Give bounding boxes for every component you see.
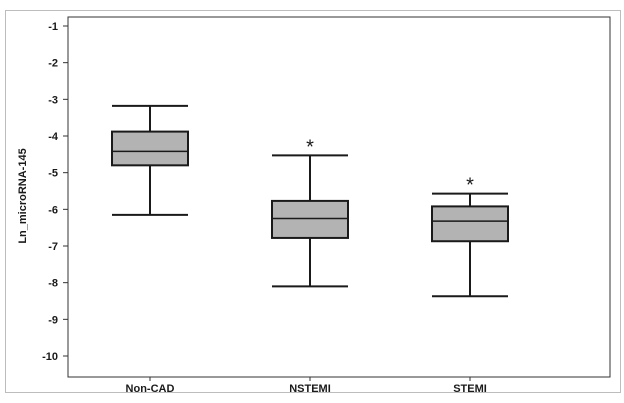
x-tick-label: Non-CAD <box>126 383 175 395</box>
x-tick-label: STEMI <box>453 383 487 395</box>
interquartile-box <box>271 199 349 239</box>
box-nstemi: * <box>271 136 349 288</box>
y-tick-label: -3 <box>48 94 58 106</box>
significance-marker: * <box>306 136 314 158</box>
y-tick-label: -8 <box>48 278 58 290</box>
x-axis: Non-CAD NSTEMI STEMI <box>126 377 487 395</box>
y-tick-label: -4 <box>48 131 59 143</box>
y-tick-label: -6 <box>48 204 58 216</box>
y-tick-label: -2 <box>48 58 58 70</box>
interquartile-box <box>111 130 189 167</box>
box-non-cad <box>111 104 189 216</box>
y-tick-label: -10 <box>42 351 58 363</box>
y-tick-label: -7 <box>48 241 58 253</box>
significance-marker: * <box>466 175 474 197</box>
y-axis: -1 -2 -3 -4 -5 -6 -7 -8 -9 -10 <box>42 21 68 363</box>
box-stemi: * <box>431 175 509 298</box>
y-tick-label: -9 <box>48 314 58 326</box>
y-axis-label: Ln_microRNA-145 <box>17 148 29 243</box>
boxes-group: ** <box>111 104 509 298</box>
interquartile-box <box>431 205 509 243</box>
y-tick-label: -1 <box>48 21 58 33</box>
y-tick-label: -5 <box>48 168 58 180</box>
plot-area <box>67 16 611 378</box>
x-tick-label: NSTEMI <box>289 383 331 395</box>
figure-border <box>5 10 621 393</box>
